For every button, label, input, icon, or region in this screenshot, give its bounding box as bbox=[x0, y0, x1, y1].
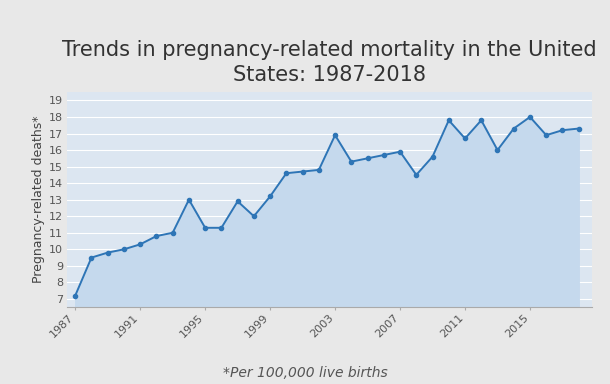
Text: *Per 100,000 live births: *Per 100,000 live births bbox=[223, 366, 387, 380]
Y-axis label: Pregnancy-related deaths*: Pregnancy-related deaths* bbox=[32, 116, 45, 283]
Title: Trends in pregnancy-related mortality in the United
States: 1987-2018: Trends in pregnancy-related mortality in… bbox=[62, 40, 597, 85]
